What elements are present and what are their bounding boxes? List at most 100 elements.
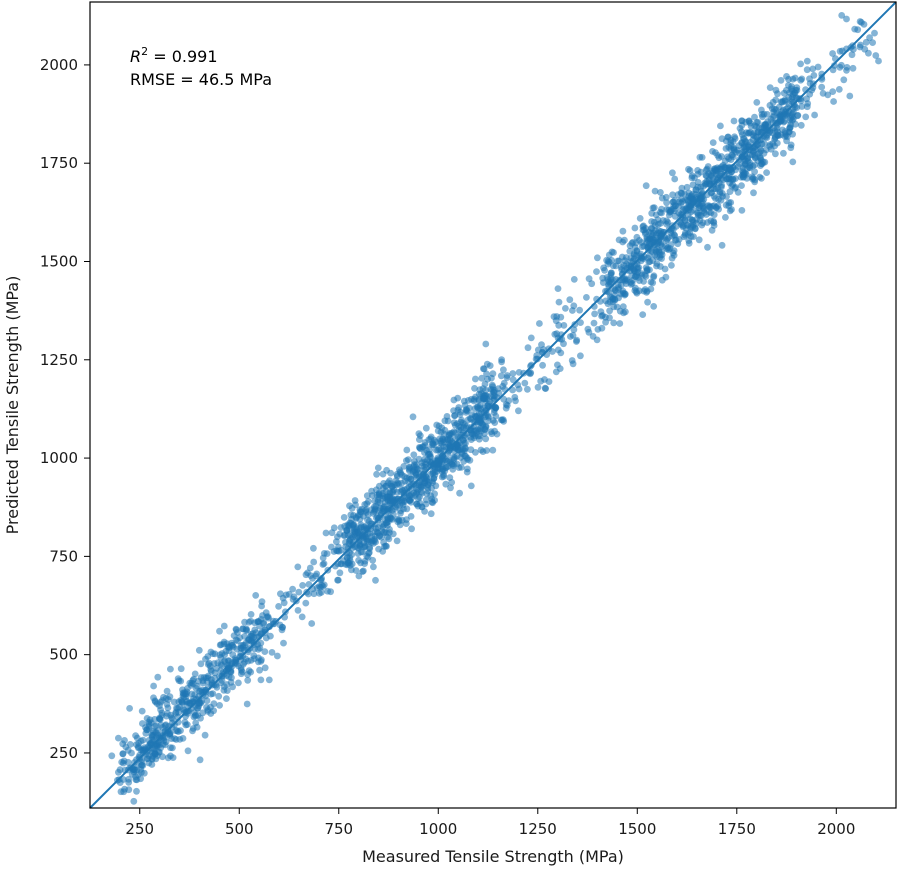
data-point [386,477,393,485]
data-point [310,558,318,566]
data-point [709,148,716,155]
data-point [118,758,126,766]
data-point [854,26,862,34]
data-point [380,521,388,529]
data-point [362,526,370,534]
data-point [663,235,671,243]
data-point [615,286,622,293]
y-tick-label: 1250 [40,351,78,369]
data-point [669,205,677,213]
data-point [176,703,183,711]
data-point [241,633,249,640]
data-point [643,234,651,241]
data-point [346,525,353,533]
x-axis-label: Measured Tensile Strength (MPa) [362,847,624,866]
data-point [599,274,607,282]
y-tick-label: 250 [49,744,78,762]
data-point [711,166,719,174]
data-point [663,245,671,253]
data-point [649,279,657,287]
data-point [228,674,235,682]
data-point [515,407,522,415]
data-point [838,12,846,19]
data-point [492,404,500,411]
data-point [424,484,432,492]
data-point [313,584,321,592]
data-point [499,382,507,390]
r2-symbol: R [130,47,141,66]
data-point [234,629,241,636]
data-point [609,295,616,303]
data-point [197,687,204,695]
data-point [304,569,311,577]
data-point [184,747,192,755]
data-point [308,620,316,627]
data-point [348,560,356,568]
data-point [352,528,359,536]
data-point [751,168,758,176]
data-point [695,236,703,244]
data-point [221,651,229,659]
identity-line [89,1,897,809]
data-point [471,432,479,440]
data-point [371,505,379,513]
data-point [310,544,317,552]
data-point [843,64,851,71]
data-point [401,477,409,485]
data-point [450,419,458,427]
data-point [599,312,606,319]
data-point [570,302,578,310]
data-point [650,303,658,310]
data-point [460,424,468,431]
data-point [840,76,848,84]
data-point [738,182,745,190]
data-point [476,425,484,432]
data-point [186,699,194,707]
data-point [360,567,367,575]
data-point [697,168,705,176]
data-point [125,786,133,794]
data-point [340,514,348,521]
data-point [704,163,712,170]
data-point [607,278,615,285]
data-point [479,395,487,402]
data-point [289,595,297,603]
data-point [710,219,718,227]
data-point [388,483,396,490]
data-point [858,19,865,26]
data-point [650,218,658,226]
data-point [373,486,380,494]
data-point [567,333,574,340]
data-point [261,648,269,655]
data-point [333,538,340,546]
data-point [444,436,452,443]
data-point [146,716,154,724]
data-point [383,529,390,537]
data-point [632,288,640,296]
data-point [374,464,382,472]
data-point [589,333,597,340]
data-point [174,675,182,683]
data-point [310,590,318,598]
r2-exponent: 2 [141,45,148,58]
data-point [348,566,355,574]
data-point [541,384,549,392]
data-point [684,211,692,219]
data-point [480,365,488,373]
data-point [777,131,785,139]
data-point [142,729,150,737]
data-point [772,150,779,158]
data-point [610,319,618,327]
data-point [164,710,171,717]
data-point [590,319,598,327]
data-point [191,670,199,678]
data-point [455,464,463,471]
data-point [738,121,746,129]
data-point [591,310,598,318]
data-point [875,57,882,65]
data-point [846,92,854,100]
data-point [417,445,424,453]
r2-annotation: R2 = 0.991 [130,45,218,66]
data-point [754,128,762,136]
data-point [133,776,141,784]
